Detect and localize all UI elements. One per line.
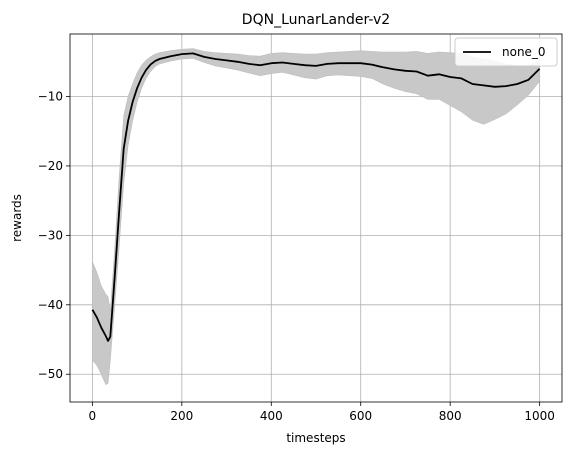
- legend-box: [454, 37, 558, 67]
- y-axis-ticks: −50 −40 −30 −20 −10: [38, 89, 70, 381]
- confidence-band-layer: [92, 48, 540, 386]
- y-axis-label: rewards: [10, 194, 24, 242]
- x-axis-label: timesteps: [286, 431, 345, 445]
- x-tick-label: 800: [439, 409, 462, 423]
- plot-frame: [69, 33, 563, 403]
- legend-label: none_0: [502, 45, 546, 59]
- y-tick-label: −30: [38, 228, 63, 242]
- x-axis-ticks: 0 200 400 600 800 1000: [89, 402, 555, 423]
- series-line-layer: [91, 52, 541, 342]
- x-tick-label: 600: [349, 409, 372, 423]
- grid: [70, 34, 562, 402]
- chart-title: DQN_LunarLander-v2: [242, 12, 390, 28]
- x-tick-label: 1000: [524, 409, 555, 423]
- y-tick-label: −10: [38, 89, 63, 103]
- y-tick-label: −40: [38, 298, 63, 312]
- legend: none_0: [454, 37, 558, 67]
- y-tick-label: −20: [38, 159, 63, 173]
- confidence-band: [92, 48, 540, 386]
- x-tick-label: 0: [89, 409, 97, 423]
- x-tick-label: 400: [260, 409, 283, 423]
- x-tick-label: 200: [170, 409, 193, 423]
- series-line: [91, 52, 541, 342]
- y-tick-label: −50: [38, 367, 63, 381]
